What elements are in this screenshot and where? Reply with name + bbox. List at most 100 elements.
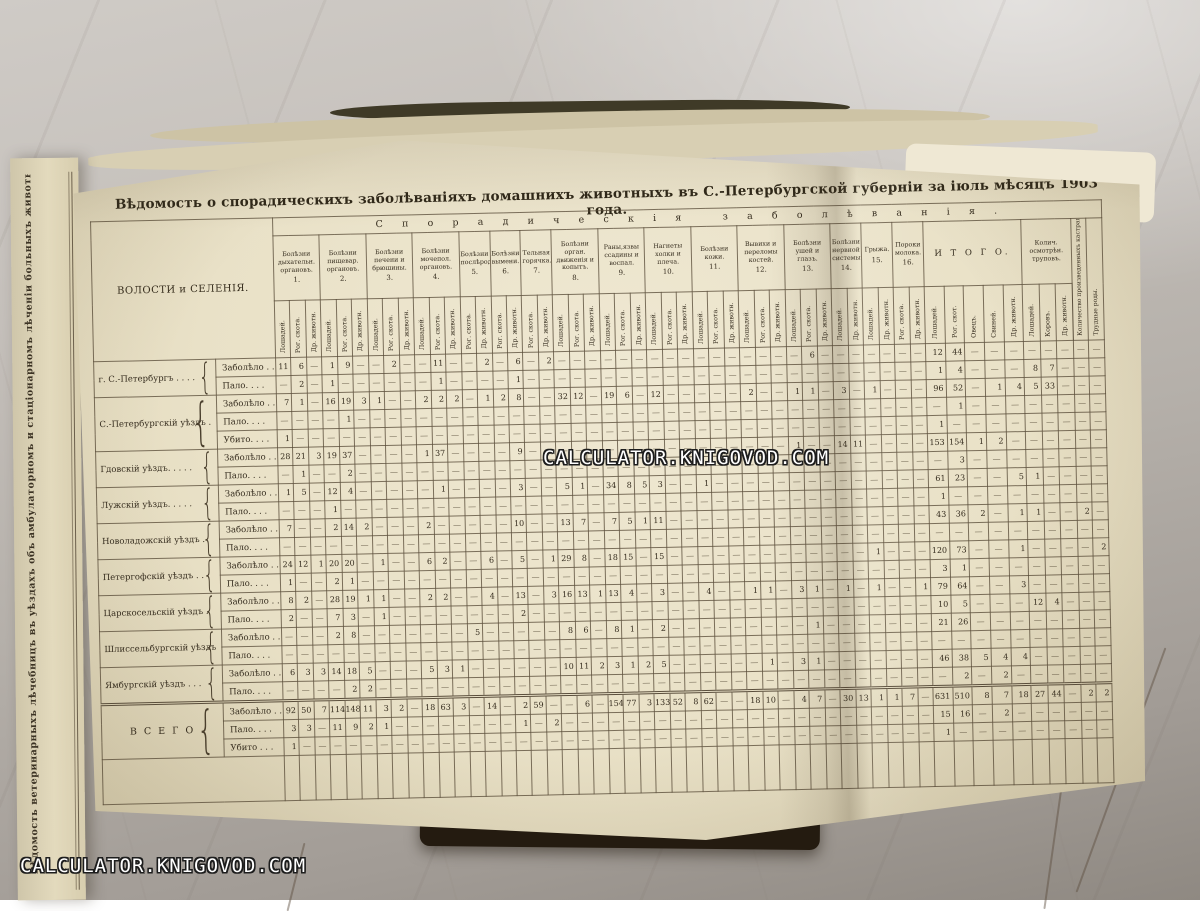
table-cell: 1 (508, 370, 524, 388)
table-cell: — (1077, 538, 1093, 556)
table-cell: — (682, 547, 698, 565)
table-cell: 10 (763, 690, 779, 709)
table-cell: 120 (930, 541, 950, 559)
rotated-column-label: Рог. скота. (293, 316, 303, 353)
table-cell: — (499, 696, 515, 715)
row-label: Новоладожскій уѣздъ .{ (97, 521, 220, 560)
table-cell: — (966, 414, 986, 432)
table-cell: — (988, 522, 1008, 540)
table-cell: — (882, 470, 898, 488)
table-cell: — (779, 727, 795, 745)
rotated-column-label: Др. животн. (540, 306, 550, 348)
table-cell: — (806, 544, 822, 562)
table-cell: — (916, 632, 932, 650)
table-cell: — (314, 719, 330, 737)
table-cell: — (698, 546, 714, 564)
table-cell: — (434, 534, 450, 552)
table-cell: — (514, 640, 530, 658)
table-cell: — (432, 426, 448, 444)
table-cell: 12 (648, 385, 664, 403)
table-cell: 15 (933, 705, 953, 723)
table-cell: 5 (557, 477, 573, 495)
table-cell: — (916, 614, 932, 632)
table-cell (501, 751, 517, 796)
table-cell: — (281, 627, 297, 645)
table-cell: — (694, 384, 710, 402)
table-cell: — (836, 489, 852, 507)
table-cell: — (731, 654, 747, 672)
table-cell: — (404, 571, 420, 589)
table-cell: — (531, 732, 547, 750)
table-cell: — (913, 488, 929, 506)
table-cell: — (577, 713, 593, 731)
table-cell: — (638, 638, 654, 656)
table-cell: — (852, 543, 868, 561)
column-subheader: Рог. скота. (290, 300, 307, 357)
table-cell: — (748, 709, 764, 727)
table-cell: — (987, 468, 1007, 486)
table-cell: — (968, 486, 988, 504)
table-cell: 21 (293, 447, 309, 465)
table-cell: — (901, 650, 917, 668)
table-cell: — (820, 490, 836, 508)
table-cell: — (879, 344, 895, 362)
table-cell: — (369, 409, 385, 427)
table-cell: 3 (437, 660, 453, 678)
rotated-column-label: Рог. скота. (804, 305, 814, 342)
table-cell: 6 (617, 386, 633, 404)
rotated-column-label: Др. животн. (912, 298, 922, 340)
table-cell: 1 (293, 465, 309, 483)
table-cell: — (451, 606, 467, 624)
table-cell: — (1023, 341, 1040, 359)
table-cell: — (729, 564, 745, 582)
table-cell: — (684, 619, 700, 637)
table-cell: — (849, 381, 865, 399)
table-cell: — (371, 481, 387, 499)
table-cell: — (953, 723, 973, 741)
table-cell: 44 (1047, 684, 1064, 703)
table-cell: — (376, 735, 392, 753)
table-cell: — (744, 527, 760, 545)
rotated-column-label: Лошадей. (370, 318, 380, 352)
table-cell: — (1094, 610, 1110, 628)
table-cell: — (841, 725, 857, 743)
table-cell: — (399, 355, 415, 373)
column-subheader: Др. животн. (537, 295, 554, 352)
table-cell: — (512, 568, 528, 586)
table-cell: 2 (991, 666, 1011, 685)
table-cell: — (912, 434, 928, 452)
table-cell: — (515, 676, 531, 695)
table-cell: 7 (1040, 359, 1057, 377)
table-cell: — (913, 470, 929, 488)
table-cell: — (1092, 520, 1108, 538)
table-cell: 2 (653, 619, 669, 637)
column-group-header: Грыжа. 15. (861, 222, 893, 288)
column-subheader: Др. животн. (506, 295, 523, 352)
table-cell: — (731, 672, 747, 691)
table-cell: — (715, 618, 731, 636)
table-cell: — (467, 641, 483, 659)
table-cell: — (402, 499, 418, 517)
table-cell (748, 745, 764, 790)
table-cell: — (637, 602, 653, 620)
table-cell: 2 (384, 355, 400, 373)
row-brace: { (201, 521, 216, 560)
table-cell: — (498, 641, 514, 659)
table-cell: — (400, 373, 416, 391)
table-cell: — (1031, 703, 1048, 721)
table-cell: — (993, 722, 1013, 740)
table-cell: — (1005, 395, 1025, 413)
table-cell: — (851, 489, 867, 507)
table-cell: — (498, 623, 514, 641)
table-cell: 1 (572, 477, 588, 495)
rotated-column-label: Овецъ. (969, 315, 979, 339)
table-cell: 10 (561, 657, 577, 675)
table-cell: 37 (432, 444, 448, 462)
row-label: Царскосельскій уѣздъ .{ (99, 593, 222, 632)
table-cell: — (449, 498, 465, 516)
row-brace: { (191, 395, 211, 452)
table-cell: — (776, 599, 792, 617)
rotated-column-label: Др. животн. (850, 299, 860, 341)
table-cell: — (527, 550, 543, 568)
rotated-column-label: Др. животн. (355, 310, 365, 352)
